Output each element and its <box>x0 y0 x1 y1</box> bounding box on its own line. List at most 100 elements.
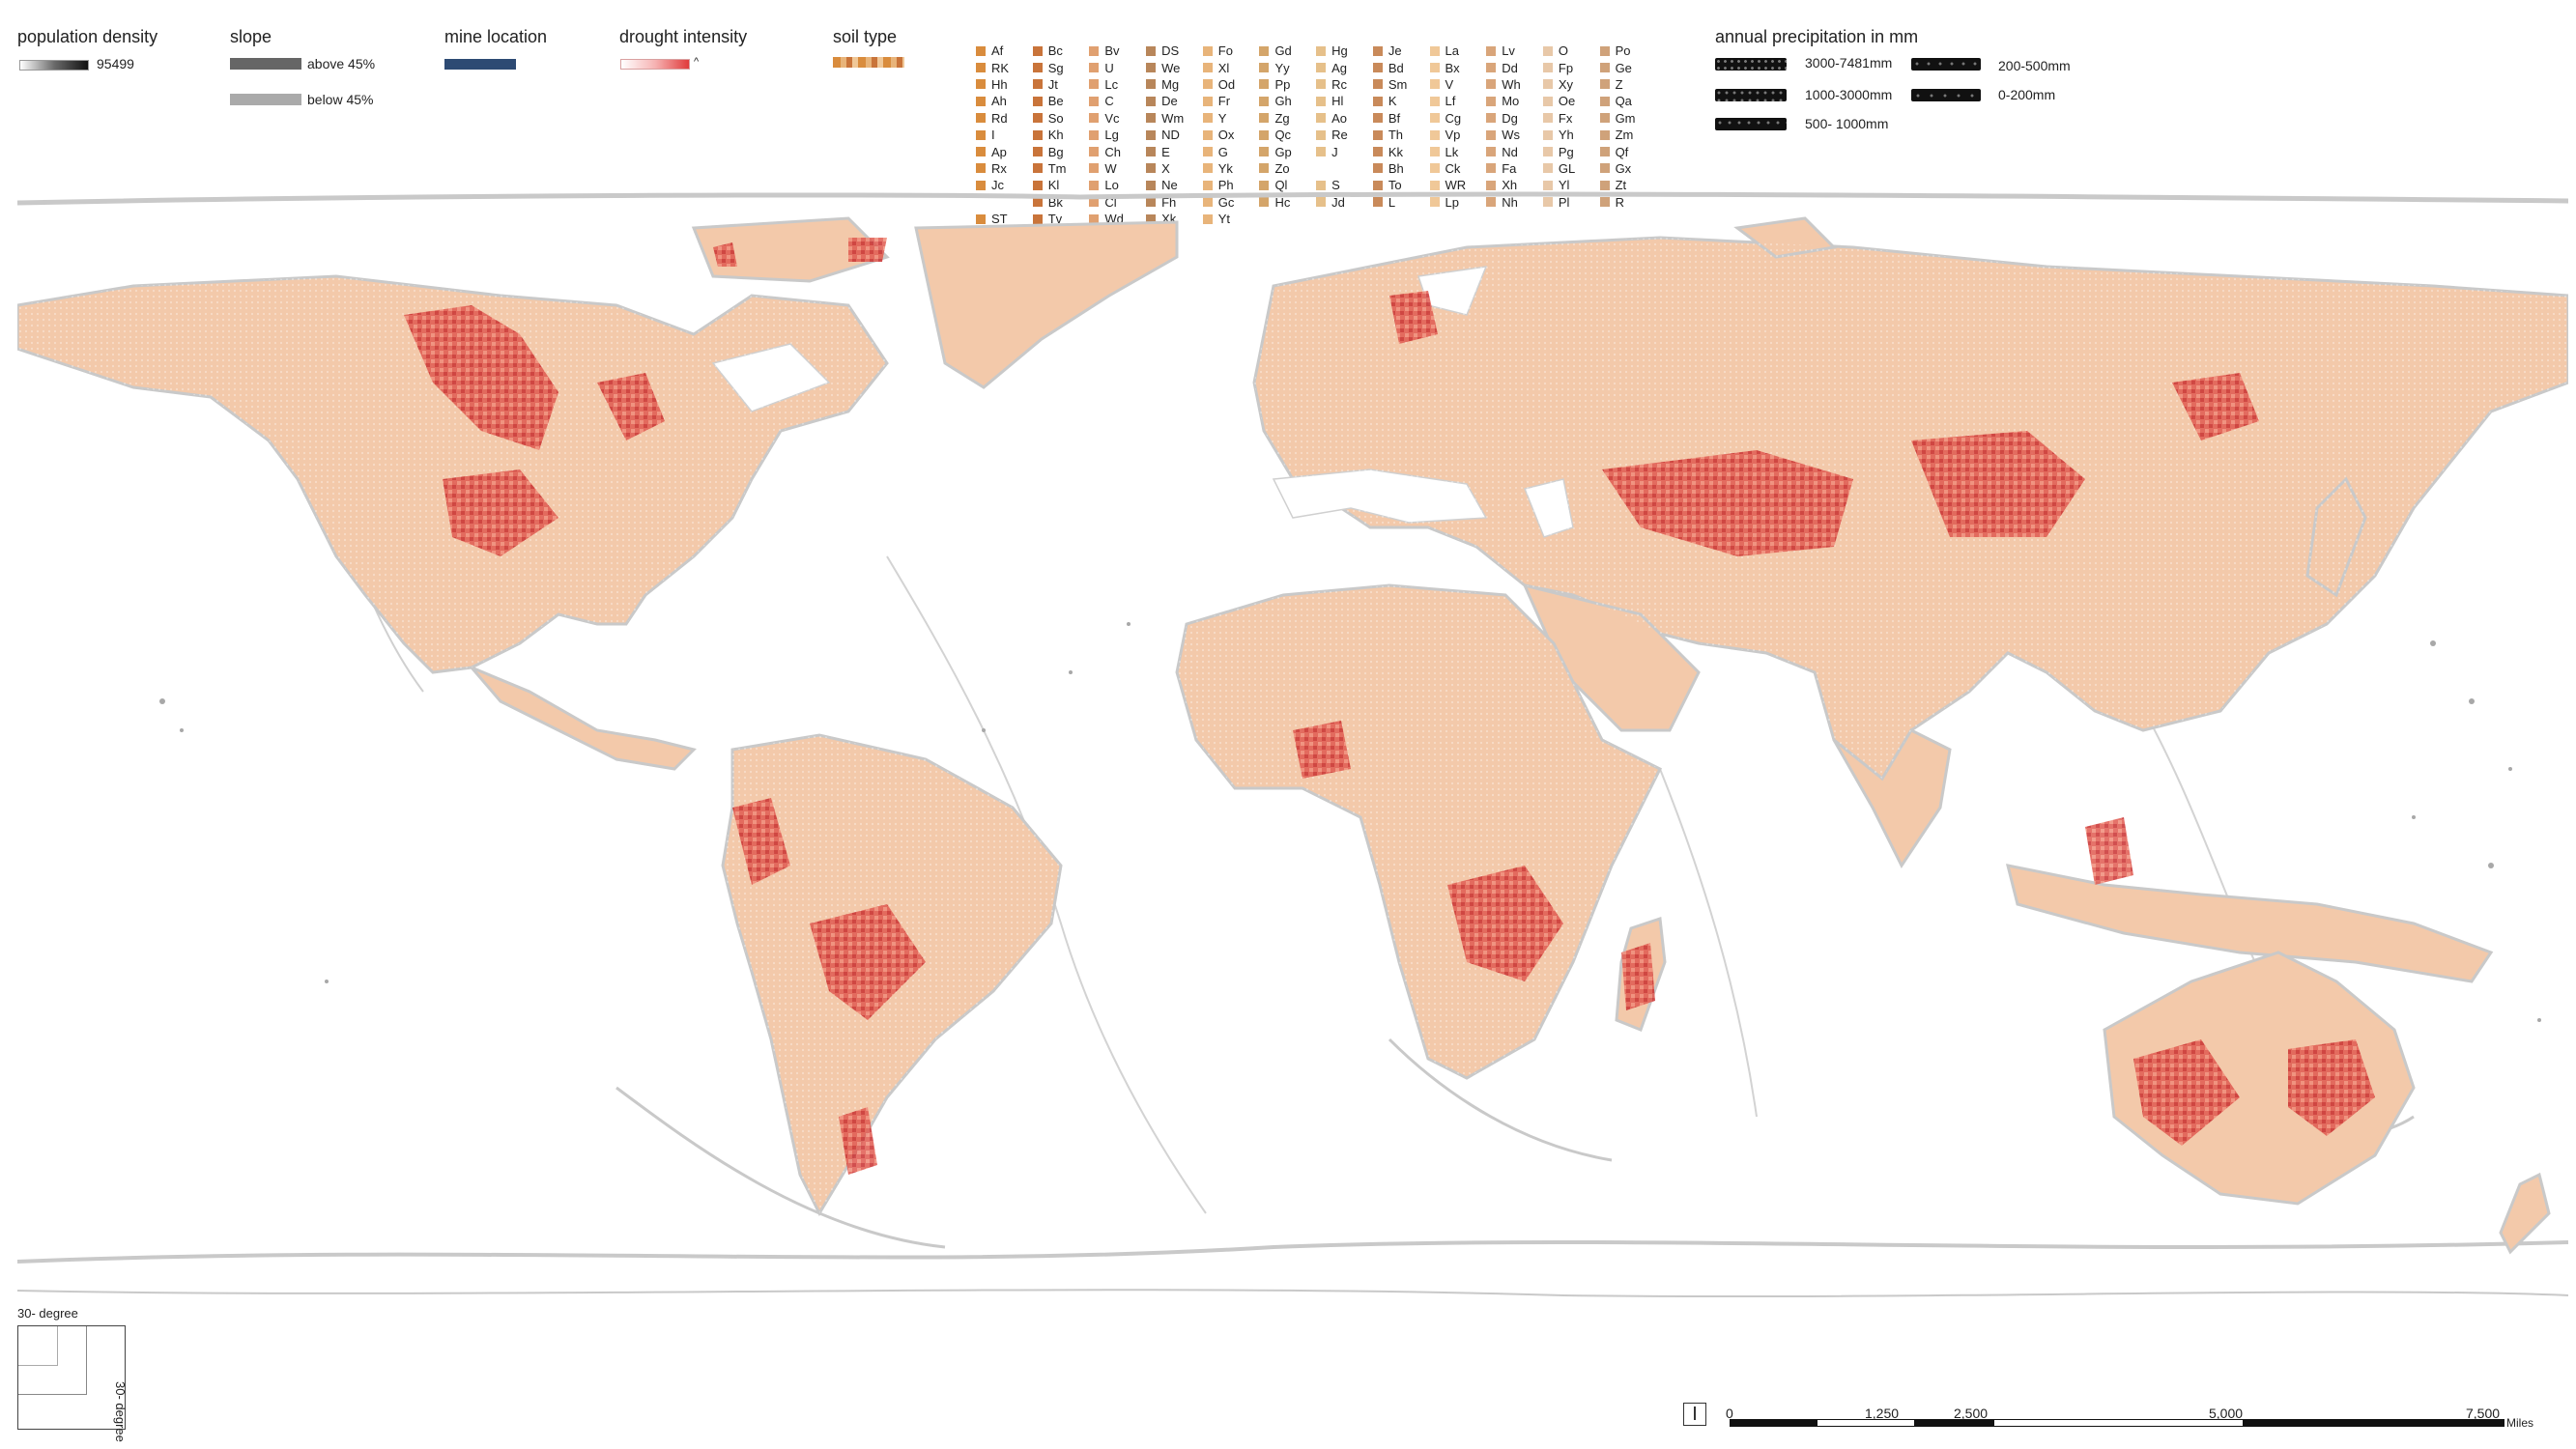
drought-hotspots <box>404 238 2375 1175</box>
soil-code-swatch <box>1599 79 1610 90</box>
soil-code-label: Pl <box>1558 194 1570 210</box>
soil-code-item: C <box>1089 93 1146 109</box>
soil-code-item: Gm <box>1599 110 1657 127</box>
soil-code-label: Ox <box>1217 128 1235 143</box>
soil-code-swatch <box>1486 197 1497 208</box>
soil-code-swatch <box>1486 63 1497 73</box>
soil-code-label: Ws <box>1502 128 1520 143</box>
soil-code-swatch <box>976 79 986 90</box>
soil-code-label: U <box>1104 60 1114 75</box>
grid-note-side: 30- degree <box>113 1381 128 1442</box>
soil-code-label: Bv <box>1104 43 1120 59</box>
soil-code-item: Sm <box>1372 76 1430 93</box>
soil-code-label: Yy <box>1274 60 1290 75</box>
soil-code-item: Jt <box>1032 76 1090 93</box>
soil-code-swatch <box>1146 163 1157 174</box>
soil-code-item: Zg <box>1259 110 1316 127</box>
soil-code-label: Od <box>1217 76 1236 92</box>
soil-code-label: J <box>1331 144 1338 159</box>
soil-code-label: Hl <box>1331 94 1344 109</box>
soil-code-item: Bh <box>1372 160 1430 177</box>
soil-code-item: E <box>1146 143 1203 159</box>
soil-code-item: Th <box>1372 127 1430 143</box>
soil-code-swatch <box>1372 129 1383 140</box>
soil-code-item: Mg <box>1146 76 1203 93</box>
soil-code-item: Fp <box>1542 59 1600 75</box>
land-indonesia <box>2005 864 2494 983</box>
soil-code-swatch <box>1146 63 1157 73</box>
soil-code-label: Cg <box>1445 110 1462 126</box>
soil-code-swatch <box>1316 113 1327 124</box>
annual-precipitation-title: annual precipitation in mm <box>1715 27 1919 46</box>
soil-code-label: V <box>1445 76 1454 92</box>
soil-code-label: Sg <box>1047 60 1064 75</box>
soil-code-item: De <box>1146 93 1203 109</box>
world-map <box>17 191 2568 1298</box>
soil-code-swatch <box>1146 213 1157 224</box>
soil-code-swatch <box>1202 96 1213 106</box>
soil-code-item: R <box>1599 194 1657 211</box>
soil-code-swatch <box>1486 79 1497 90</box>
soil-code-label: Sm <box>1388 76 1408 92</box>
soil-code-swatch <box>1316 197 1327 208</box>
soil-code-label: Fx <box>1558 110 1573 126</box>
soil-code-swatch <box>1259 63 1270 73</box>
scale-tick-5000: 5,000 <box>2209 1406 2244 1421</box>
soil-code-label: Nh <box>1502 194 1518 210</box>
soil-code-item: L <box>1372 194 1430 211</box>
soil-code-swatch <box>1599 197 1610 208</box>
soil-code-swatch <box>1032 197 1043 208</box>
soil-code-label: Fa <box>1502 160 1517 176</box>
soil-code-label: Lf <box>1445 94 1456 109</box>
soil-code-item: To <box>1372 177 1430 193</box>
soil-code-label: Dd <box>1502 60 1518 75</box>
soil-code-label: RK <box>991 60 1010 75</box>
grid-reference-box <box>17 1325 126 1430</box>
land-india <box>1832 728 1952 868</box>
soil-code-label: Qa <box>1615 94 1632 109</box>
soil-code-swatch <box>1032 79 1043 90</box>
soil-code-label: R <box>1615 194 1624 210</box>
soil-code-item: WR <box>1429 177 1487 193</box>
land-greenland <box>914 220 1179 389</box>
soil-code-label: Oe <box>1558 94 1576 109</box>
soil-code-item: Yk <box>1202 160 1260 177</box>
soil-code-item: Dg <box>1486 110 1543 127</box>
soil-code-item: Yt <box>1202 211 1260 227</box>
soil-code-item: Bv <box>1089 43 1146 59</box>
soil-code-label: We <box>1161 60 1181 75</box>
soil-code-label: Gh <box>1274 94 1292 109</box>
soil-code-swatch <box>1599 163 1610 174</box>
soil-code-label: WR <box>1445 178 1467 193</box>
soil-code-label: La <box>1445 43 1459 59</box>
soil-code-item: Gd <box>1259 43 1316 59</box>
soil-code-swatch <box>1486 147 1497 157</box>
soil-code-item: Xy <box>1542 76 1600 93</box>
soil-code-swatch <box>1542 163 1553 174</box>
soil-code-label: Y <box>1217 110 1227 126</box>
grid-note-top: 30- degree <box>17 1306 78 1321</box>
soil-code-swatch <box>976 147 986 157</box>
soil-code-swatch <box>1146 96 1157 106</box>
soil-code-swatch <box>1202 147 1213 157</box>
soil-code-item: Y <box>1202 110 1260 127</box>
soil-code-swatch <box>976 129 986 140</box>
soil-code-label: Rd <box>991 110 1008 126</box>
precip-swatch-3000-7481 <box>1715 58 1787 71</box>
soil-code-swatch <box>1429 147 1440 157</box>
soil-code-item: Ah <box>976 93 1033 109</box>
soil-code-label: Z <box>1615 76 1623 92</box>
soil-code-label: Gx <box>1615 160 1632 176</box>
soil-code-item: Tv <box>1032 211 1090 227</box>
soil-code-label: Ao <box>1331 110 1348 126</box>
soil-code-item: Nh <box>1486 194 1543 211</box>
soil-code-item: Zm <box>1599 127 1657 143</box>
soil-code-item: Kk <box>1372 143 1430 159</box>
precip-swatch-1000-3000 <box>1715 89 1787 101</box>
soil-code-item: Wm <box>1146 110 1203 127</box>
soil-code-swatch <box>1089 197 1100 208</box>
soil-code-swatch <box>1089 113 1100 124</box>
soil-code-swatch <box>1542 96 1553 106</box>
soil-code-item: ND <box>1146 127 1203 143</box>
soil-code-swatch <box>1429 79 1440 90</box>
